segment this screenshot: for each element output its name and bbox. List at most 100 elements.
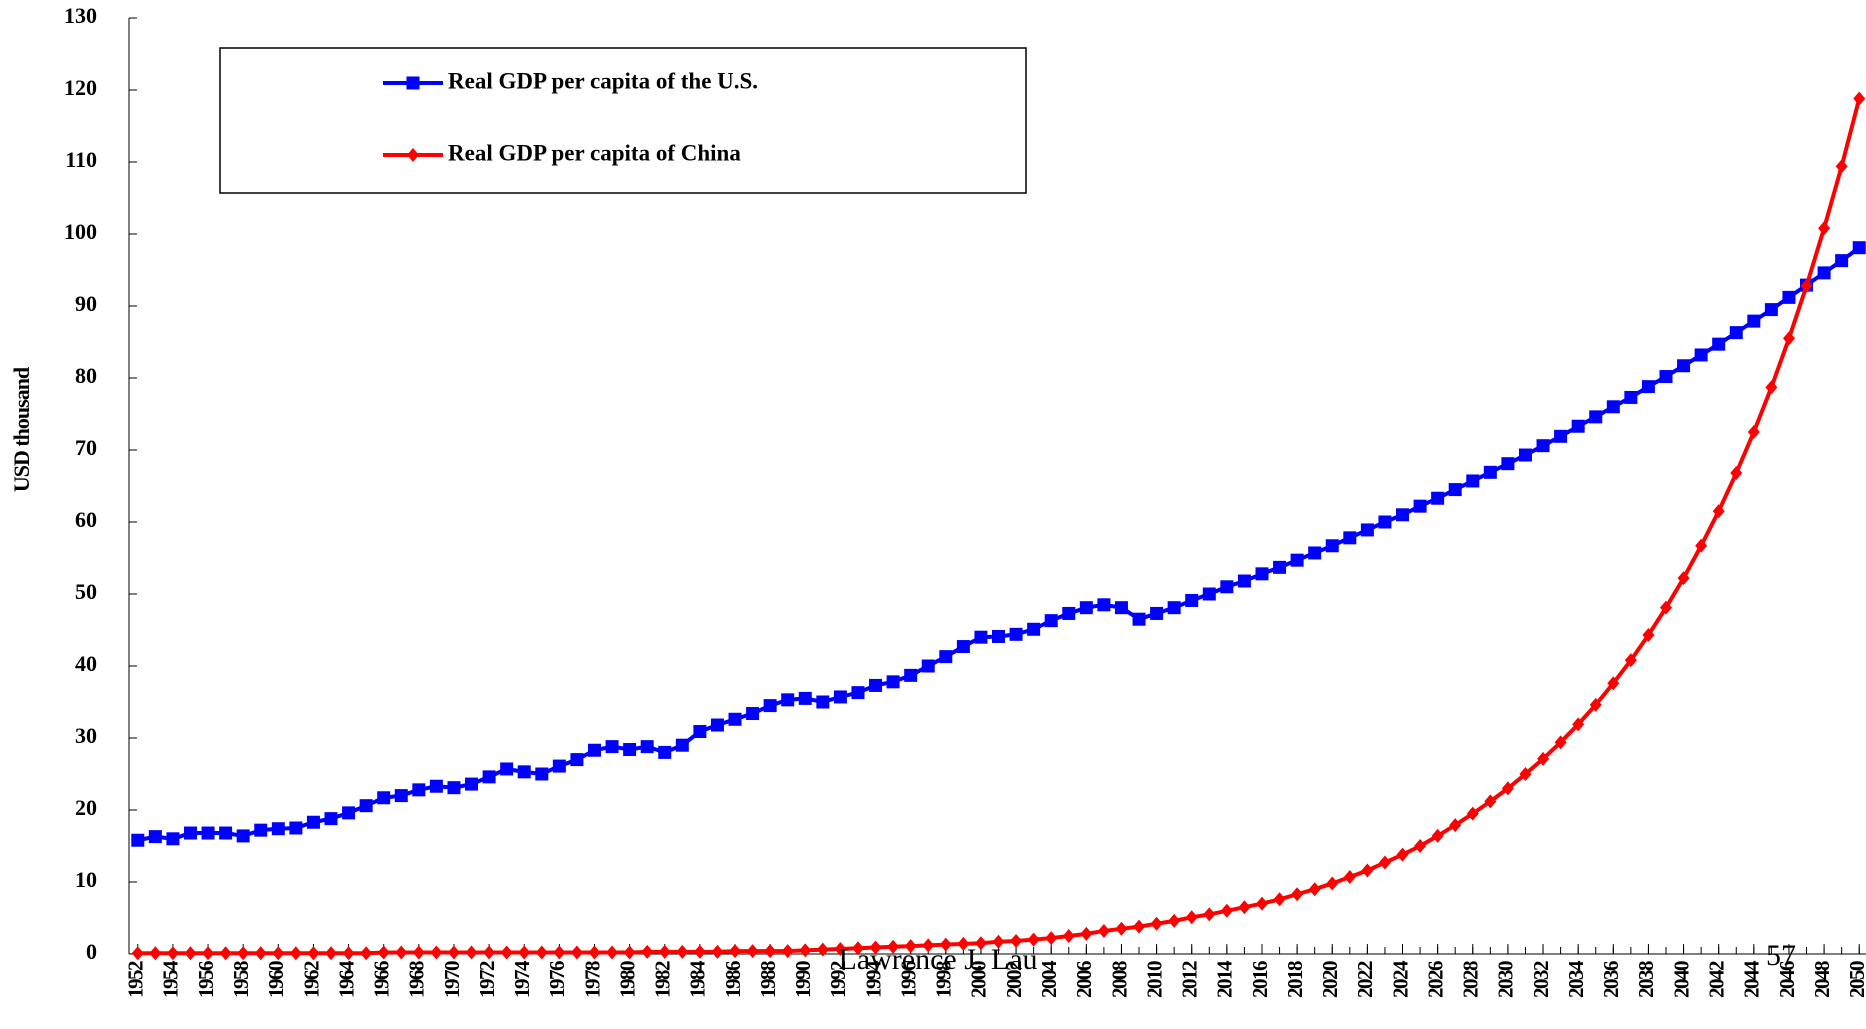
marker [465, 945, 478, 960]
marker [1413, 499, 1427, 513]
marker [922, 938, 935, 953]
marker [1220, 580, 1234, 594]
marker [570, 945, 583, 960]
marker [1466, 806, 1479, 821]
x-tick-label: 2038 [1634, 961, 1658, 998]
x-tick-label: 2024 [1388, 960, 1412, 998]
marker [1765, 380, 1778, 395]
marker [183, 826, 197, 840]
marker [236, 829, 250, 843]
marker [1554, 735, 1567, 750]
legend-label: Real GDP per capita of the U.S. [448, 68, 758, 93]
marker [1396, 847, 1409, 862]
marker [518, 945, 531, 960]
marker [412, 783, 426, 797]
marker [1114, 601, 1128, 615]
marker [131, 946, 144, 961]
marker [1290, 553, 1304, 567]
marker [1800, 278, 1813, 293]
x-tick-label: 2022 [1353, 961, 1377, 998]
marker [1133, 919, 1146, 934]
marker [974, 936, 987, 951]
y-tick-label: 0 [86, 939, 97, 964]
marker [887, 939, 900, 954]
marker [1255, 896, 1268, 911]
x-tick-label: 2032 [1529, 961, 1553, 998]
marker [1624, 390, 1638, 404]
y-tick-label: 110 [65, 147, 97, 172]
marker [658, 944, 671, 959]
marker [1431, 491, 1445, 505]
marker [1027, 932, 1040, 947]
marker [1589, 697, 1602, 712]
marker [764, 944, 777, 959]
marker [1343, 531, 1357, 545]
marker [640, 740, 654, 754]
marker [394, 789, 408, 803]
marker [781, 693, 795, 707]
marker [1115, 921, 1128, 936]
marker [1343, 869, 1356, 884]
marker [237, 946, 250, 961]
y-tick-label: 20 [75, 795, 97, 820]
marker [851, 941, 864, 956]
x-tick-label: 1958 [229, 961, 253, 998]
y-tick-label: 30 [75, 723, 97, 748]
x-tick-label: 2016 [1248, 961, 1272, 998]
marker [904, 939, 917, 954]
marker [377, 945, 390, 960]
marker [1677, 359, 1691, 373]
marker [1536, 439, 1550, 453]
marker [1045, 931, 1058, 946]
x-tick-label: 2000 [967, 961, 991, 998]
marker [324, 812, 338, 826]
marker [1537, 751, 1550, 766]
marker [1712, 504, 1725, 519]
marker [1835, 254, 1849, 268]
legend-box [219, 47, 1027, 194]
x-tick-label: 1956 [194, 961, 218, 998]
marker [360, 946, 373, 961]
marker [1396, 508, 1410, 522]
marker [1484, 794, 1497, 809]
marker [1414, 839, 1427, 853]
marker [1729, 326, 1743, 340]
marker [447, 781, 461, 795]
legend-marker [406, 76, 420, 90]
marker [1097, 598, 1111, 612]
marker [1044, 614, 1058, 628]
x-tick-label: 1964 [334, 960, 358, 998]
y-tick-label: 60 [75, 507, 97, 532]
x-tick-label: 1986 [721, 961, 745, 998]
marker [1255, 567, 1269, 581]
marker [1237, 574, 1251, 588]
x-tick-label: 2042 [1705, 961, 1729, 998]
marker [1817, 266, 1831, 280]
page-number: 57 [1766, 939, 1796, 972]
marker [1694, 348, 1708, 362]
x-tick-label: 2044 [1740, 960, 1764, 998]
x-tick-label: 1962 [299, 961, 323, 998]
marker [289, 946, 302, 961]
marker [149, 946, 162, 961]
marker [254, 946, 267, 961]
x-tick-label: 2040 [1669, 961, 1693, 998]
marker [1449, 818, 1462, 833]
marker [570, 753, 584, 767]
marker [535, 945, 548, 960]
marker [430, 945, 443, 960]
marker [746, 707, 760, 721]
marker [201, 826, 215, 840]
marker [1747, 314, 1761, 328]
x-tick-label: 1994 [861, 960, 885, 998]
y-tick-label: 90 [75, 291, 97, 316]
marker [219, 946, 232, 961]
marker [1853, 91, 1866, 106]
marker [992, 934, 1005, 949]
x-tick-label: 1954 [159, 960, 183, 998]
marker [306, 815, 320, 829]
marker [166, 832, 180, 846]
series-line [137, 98, 1862, 956]
marker [939, 937, 952, 952]
